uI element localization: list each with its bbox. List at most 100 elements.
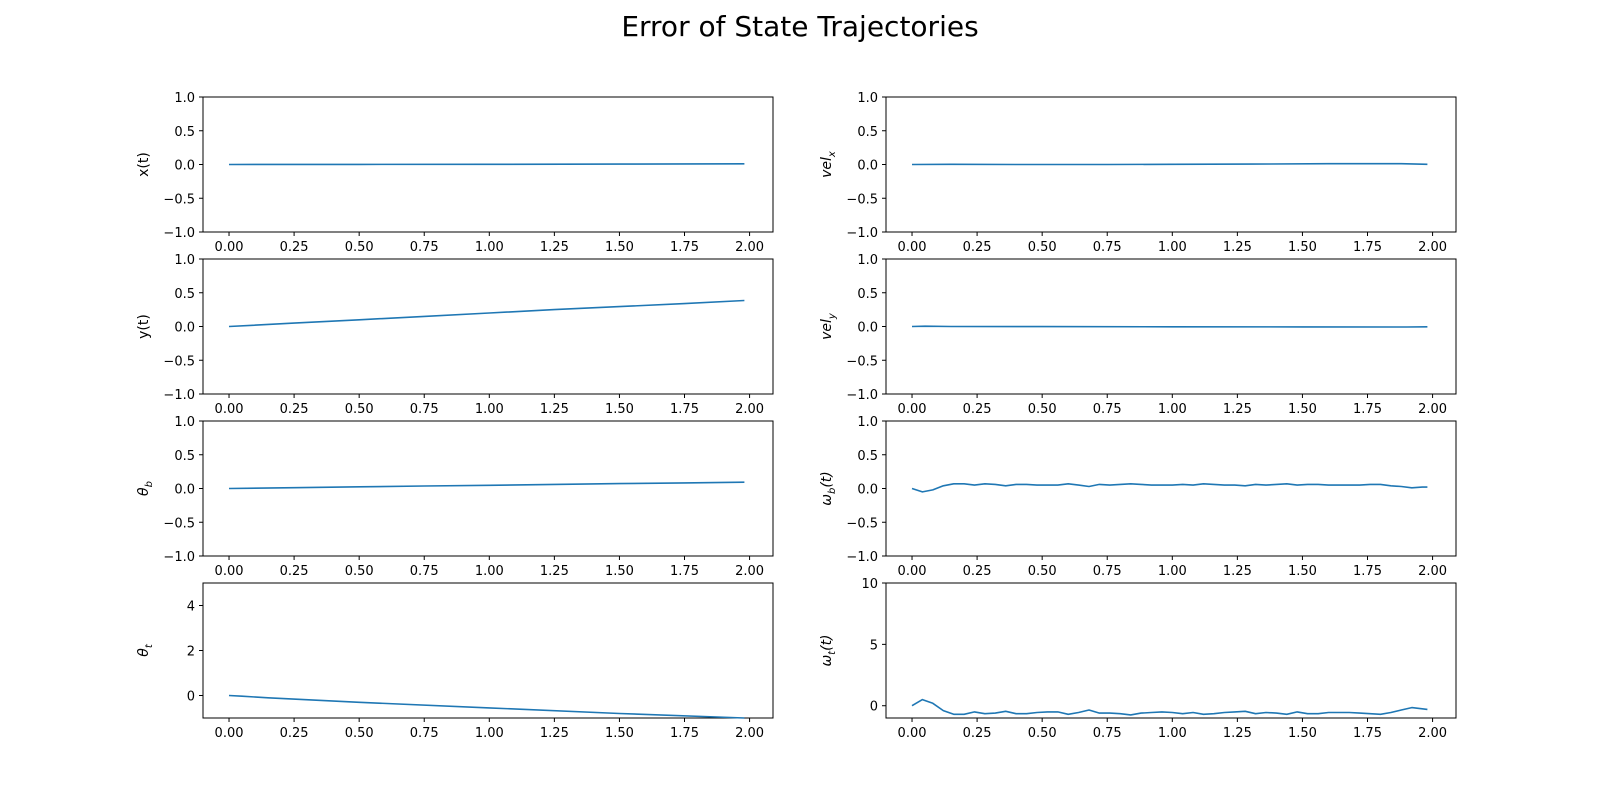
- subplot-8-ylabel-suffix: (t): [819, 634, 835, 650]
- subplot-2-ytick-label: 0.5: [857, 125, 878, 140]
- subplot-2-ytick-label: 1.0: [857, 91, 878, 106]
- subplot-6-ylabel-main: ω: [819, 494, 835, 506]
- subplot-1-xtick-label: 1.25: [540, 240, 569, 255]
- subplot-8-xtick-label: 0.25: [963, 726, 992, 741]
- subplot-7-xtick-label: 2.00: [735, 726, 764, 741]
- subplot-7-series-line-1: [228, 694, 745, 719]
- subplot-1-xtick-label: 1.75: [670, 240, 699, 255]
- subplot-6-ytick-label: 0.0: [857, 483, 878, 498]
- subplot-8-xtick-label: 0.75: [1093, 726, 1122, 741]
- subplot-5-xtick-label: 1.00: [475, 564, 504, 579]
- subplot-7-ytick-label: 4: [187, 600, 195, 615]
- subplot-1-xtick-label: 0.75: [410, 240, 439, 255]
- subplot-3-xtick-label: 1.50: [605, 402, 634, 417]
- subplot-8-xtick-label: 1.25: [1223, 726, 1252, 741]
- subplot-6-xtick-label: 0.50: [1028, 564, 1057, 579]
- subplot-2-xtick-label: 0.50: [1028, 240, 1057, 255]
- subplot-5-ylabel: θb: [136, 481, 155, 496]
- subplot-8-xtick-label: 2.00: [1418, 726, 1447, 741]
- subplot-6-series-line-1: [911, 482, 1428, 493]
- subplot-4-xtick-label: 2.00: [1418, 402, 1447, 417]
- subplot-3-axes-frame: [202, 258, 774, 395]
- subplot-4-ylabel-subscript: y: [827, 312, 838, 320]
- subplot-5-xtick-label: 2.00: [735, 564, 764, 579]
- subplot-7-xtick-label: 1.25: [540, 726, 569, 741]
- subplot-4-xtick-label: 0.00: [898, 402, 927, 417]
- subplot-4-ytick-label: 0.5: [857, 287, 878, 302]
- subplot-6-xtick-label: 1.25: [1223, 564, 1252, 579]
- subplot-7-ylabel-subscript: t: [144, 643, 155, 648]
- subplot-3-xtick-label: 0.25: [280, 402, 309, 417]
- subplot-6-xtick-label: 1.75: [1353, 564, 1382, 579]
- subplot-4-ytick-label: −0.5: [846, 354, 878, 369]
- subplot-6-xtick-label: 0.25: [963, 564, 992, 579]
- subplot-5-xtick-label: 0.75: [410, 564, 439, 579]
- figure-title: Error of State Trajectories: [621, 10, 979, 43]
- subplot-5-xtick-label: 1.75: [670, 564, 699, 579]
- subplot-3-ytick-label: 0.5: [174, 287, 195, 302]
- subplot-7-xtick-label: 1.50: [605, 726, 634, 741]
- subplot-8-ylabel-main: ω: [819, 655, 835, 667]
- subplot-3-xtick-label: 1.75: [670, 402, 699, 417]
- subplot-2-ytick-label: −0.5: [846, 192, 878, 207]
- subplot-5-ytick-label: −1.0: [163, 550, 195, 565]
- subplot-6-ytick-label: −1.0: [846, 550, 878, 565]
- subplot-4-ylabel: vely: [819, 312, 838, 340]
- subplot-6-ylabel-suffix: (t): [819, 471, 835, 487]
- subplot-7-xtick-label: 1.00: [475, 726, 504, 741]
- subplot-1-xtick-label: 0.25: [280, 240, 309, 255]
- subplot-4-xtick-label: 0.75: [1093, 402, 1122, 417]
- subplot-1-ylabel-main: x(t): [136, 152, 152, 177]
- subplot-3-series-line-1: [228, 299, 745, 328]
- subplot-7-xtick-label: 0.25: [280, 726, 309, 741]
- subplot-8-xtick-label: 1.75: [1353, 726, 1382, 741]
- subplot-6-xtick-label: 2.00: [1418, 564, 1447, 579]
- subplot-6-xtick-label: 1.00: [1158, 564, 1187, 579]
- subplot-2-xtick-label: 0.00: [898, 240, 927, 255]
- subplot-7-ytick-label: 0: [187, 690, 195, 705]
- subplot-7-xtick-label: 0.75: [410, 726, 439, 741]
- subplot-3-xtick-label: 0.75: [410, 402, 439, 417]
- subplot-5-xtick-label: 0.25: [280, 564, 309, 579]
- subplot-4-series-line-1: [911, 325, 1428, 328]
- subplot-3-ytick-label: 1.0: [174, 253, 195, 268]
- subplot-4-xtick-label: 1.25: [1223, 402, 1252, 417]
- subplot-8-xtick-label: 0.50: [1028, 726, 1057, 741]
- subplot-7-axes-frame: [202, 582, 774, 719]
- subplot-2-xtick-label: 1.00: [1158, 240, 1187, 255]
- subplot-4-xtick-label: 0.25: [963, 402, 992, 417]
- subplot-3-xtick-label: 2.00: [735, 402, 764, 417]
- subplot-2-ylabel-main: vel: [819, 157, 835, 178]
- subplot-1-ytick-label: 0.5: [174, 125, 195, 140]
- subplot-8-ytick-label: 10: [861, 577, 878, 592]
- subplot-2-xtick-label: 0.25: [963, 240, 992, 255]
- subplot-5-ylabel-subscript: b: [144, 481, 155, 487]
- subplot-5-series-line-1: [228, 481, 745, 490]
- subplot-6-xtick-label: 0.00: [898, 564, 927, 579]
- subplot-6-ytick-label: 1.0: [857, 415, 878, 430]
- subplot-8-axes-frame: [885, 582, 1457, 719]
- subplot-8-ylabel: ωt(t): [819, 634, 838, 666]
- subplot-8-ylabel-subscript: t: [827, 650, 838, 655]
- subplot-5-ytick-label: 0.0: [174, 483, 195, 498]
- subplot-3-ytick-label: −0.5: [163, 354, 195, 369]
- subplot-1-ytick-label: −0.5: [163, 192, 195, 207]
- subplot-3-xtick-label: 0.50: [345, 402, 374, 417]
- subplot-2-ytick-label: −1.0: [846, 226, 878, 241]
- subplot-7-xtick-label: 0.00: [215, 726, 244, 741]
- subplot-1-ylabel: x(t): [136, 152, 152, 177]
- subplot-4-xtick-label: 1.50: [1288, 402, 1317, 417]
- subplot-4-xtick-label: 1.00: [1158, 402, 1187, 417]
- subplot-6-axes-frame: [885, 420, 1457, 557]
- subplot-7-xtick-label: 1.75: [670, 726, 699, 741]
- subplot-1-xtick-label: 2.00: [735, 240, 764, 255]
- subplot-2-xtick-label: 0.75: [1093, 240, 1122, 255]
- subplot-5-xtick-label: 1.25: [540, 564, 569, 579]
- subplot-2-ylabel: velx: [819, 151, 838, 178]
- subplot-2-ytick-label: 0.0: [857, 159, 878, 174]
- subplot-3-ylabel: y(t): [136, 314, 152, 339]
- subplot-8-series-line-1: [911, 698, 1428, 716]
- subplot-4-ytick-label: 0.0: [857, 321, 878, 336]
- subplot-2-xtick-label: 1.25: [1223, 240, 1252, 255]
